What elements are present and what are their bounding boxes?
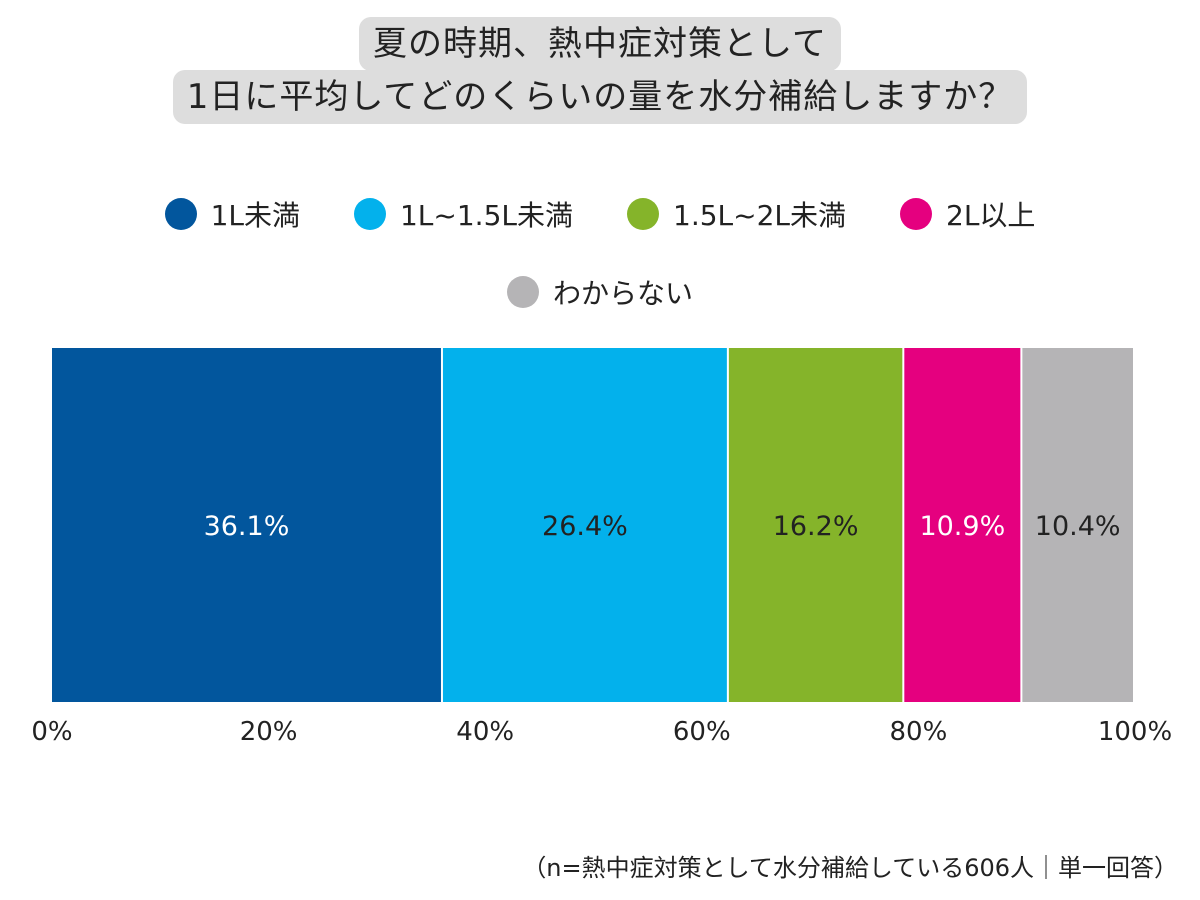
legend-swatch-under-1l — [164, 198, 197, 230]
bar-label-unknown: 10.4% — [1035, 511, 1121, 542]
bar-segment-unknown — [1022, 348, 1133, 702]
footnote: （n=熱中症対策として水分補給している606人｜単一回答） — [522, 854, 1178, 882]
legend-row-1: 1L未満 1L~1.5L未満 1.5L~2L未満 2L以上 — [0, 194, 1200, 234]
legend-swatch-over-2l — [900, 198, 933, 230]
bar-segments — [52, 348, 1133, 702]
bar-data-labels: 36.1% 26.4% 16.2% 10.9% 10.4% — [204, 511, 1121, 542]
legend-item-unknown: わからない — [506, 272, 693, 312]
legend-item-1-5l-2l: 1.5L~2L未満 — [627, 194, 846, 234]
chart-title-line-2: 1日に平均してどのくらいの量を水分補給しますか？ — [0, 70, 1200, 124]
legend-label-unknown: わからない — [552, 277, 693, 310]
bar-label-1l-1-5l: 26.4% — [542, 511, 628, 542]
legend-swatch-1-5l-2l — [627, 198, 659, 230]
bar-segment-1l-1-5l — [442, 348, 727, 702]
x-tick-label-80: 80% — [890, 717, 948, 747]
legend-label-1-5l-2l: 1.5L~2L未満 — [673, 199, 847, 232]
legend-item-under-1l: 1L未満 — [164, 194, 300, 234]
legend-swatch-unknown — [506, 276, 539, 308]
x-tick-label-0: 0% — [31, 717, 72, 747]
legend-label-under-1l: 1L未満 — [210, 199, 300, 232]
bar-label-under-1l: 36.1% — [204, 511, 290, 542]
x-tick-label-40: 40% — [456, 717, 514, 747]
legend-row-2: わからない — [0, 272, 1200, 312]
bar-segment-1-5l-2l — [728, 348, 903, 702]
chart-title-text-2: 1日に平均してどのくらいの量を水分補給しますか？ — [172, 70, 1028, 124]
chart-title-line-1: 夏の時期、熱中症対策として — [0, 17, 1200, 71]
x-tick-label-20: 20% — [240, 717, 298, 747]
bar-segment-under-1l — [52, 348, 441, 702]
legend-item-1l-1-5l: 1L~1.5L未満 — [353, 194, 573, 234]
legend-swatch-1l-1-5l — [353, 198, 386, 230]
bar-segment-over-2l — [904, 348, 1021, 702]
chart-title-text-1: 夏の時期、熱中症対策として — [359, 17, 841, 71]
legend-label-1l-1-5l: 1L~1.5L未満 — [399, 199, 573, 232]
legend-label-over-2l: 2L以上 — [946, 199, 1036, 232]
x-tick-label-100: 100% — [1098, 717, 1172, 747]
legend-item-over-2l: 2L以上 — [900, 194, 1035, 234]
x-axis-tick-labels: 0% 20% 40% 60% 80% 100% — [31, 717, 1172, 747]
x-tick-label-60: 60% — [673, 717, 731, 747]
bar-label-1-5l-2l: 16.2% — [773, 511, 859, 542]
bar-label-over-2l: 10.9% — [919, 511, 1005, 542]
